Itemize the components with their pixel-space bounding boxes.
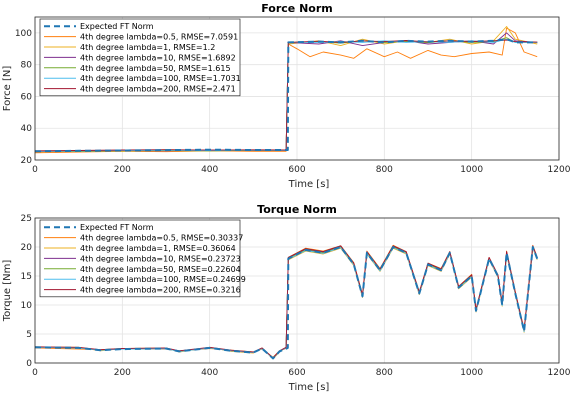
x-tick-label: 600 [288, 165, 305, 175]
y-tick-label: 100 [15, 29, 32, 39]
y-axis-label: Force [N] [2, 66, 13, 112]
x-tick-label: 800 [376, 368, 393, 378]
x-tick-label: 1200 [548, 165, 571, 175]
axes-frame [34, 16, 560, 161]
x-tick-label: 400 [201, 165, 218, 175]
x-tick-label: 400 [201, 368, 218, 378]
legend-entry: 4th degree lambda=200, RMSE=2.471 [80, 85, 236, 94]
y-tick-label: 20 [21, 243, 33, 253]
legend-entry: 4th degree lambda=10, RMSE=1.6892 [80, 53, 236, 62]
legend-entry: 4th degree lambda=100, RMSE=1.7031 [80, 74, 241, 83]
chart-0: 0 200 400 600 800 1000 1200 20 40 60 80 100 Force No… [2, 2, 571, 190]
x-axis-label: Time [s] [288, 382, 330, 393]
legend-entry: 4th degree lambda=50, RMSE=0.22604 [80, 265, 241, 274]
y-tick-label: 0 [26, 359, 32, 369]
axes-frame [34, 217, 560, 364]
x-tick-label: 600 [288, 368, 305, 378]
legend-entry: 4th degree lambda=0.5, RMSE=0.30337 [80, 234, 243, 243]
x-tick-label: 800 [376, 165, 393, 175]
x-axis-label: Time [s] [288, 179, 330, 190]
x-tick-label: 200 [114, 165, 131, 175]
legend-entry: 4th degree lambda=50, RMSE=1.615 [80, 64, 231, 73]
chart-title: Torque Norm [257, 203, 337, 216]
x-tick-label: 0 [32, 368, 38, 378]
x-tick-label: 0 [32, 165, 38, 175]
legend-entry: 4th degree lambda=100, RMSE=0.24699 [80, 275, 246, 284]
series-group [34, 26, 538, 154]
legend: Expected FT Norm 4th degree lambda=0.5, R… [39, 18, 241, 97]
legend-entry: 4th degree lambda=200, RMSE=0.3216 [80, 286, 241, 295]
chart-title: Force Norm [261, 2, 333, 15]
legend-entry: 4th degree lambda=10, RMSE=0.23723 [80, 254, 241, 263]
y-tick-label: 25 [21, 214, 32, 224]
x-tick-label: 1000 [460, 165, 483, 175]
y-axis-label: Torque [Nm] [2, 260, 13, 323]
legend-entry: Expected FT Norm [80, 22, 154, 31]
y-tick-label: 10 [21, 301, 33, 311]
y-tick-label: 5 [26, 330, 32, 340]
series-line-0 [34, 38, 538, 153]
x-tick-label: 1000 [460, 368, 483, 378]
legend: Expected FT Norm 4th degree lambda=0.5, R… [39, 219, 246, 298]
legend-entry: 4th degree lambda=0.5, RMSE=7.0591 [80, 33, 238, 42]
chart-1: 0 200 400 600 800 1000 1200 0 5 10 15 20 25 Torque No… [2, 203, 571, 393]
legend-entry: Expected FT Norm [80, 223, 154, 232]
y-tick-label: 60 [21, 92, 33, 102]
legend-entry: 4th degree lambda=1, RMSE=1.2 [80, 43, 215, 52]
x-tick-label: 200 [114, 368, 131, 378]
legend-entry: 4th degree lambda=1, RMSE=0.36064 [80, 244, 236, 253]
series-group [34, 244, 539, 360]
y-tick-label: 15 [21, 272, 32, 282]
series-line-0 [34, 246, 539, 360]
y-tick-label: 40 [21, 124, 33, 134]
x-tick-label: 1200 [548, 368, 571, 378]
y-tick-label: 80 [21, 61, 33, 71]
y-tick-label: 20 [21, 156, 33, 166]
